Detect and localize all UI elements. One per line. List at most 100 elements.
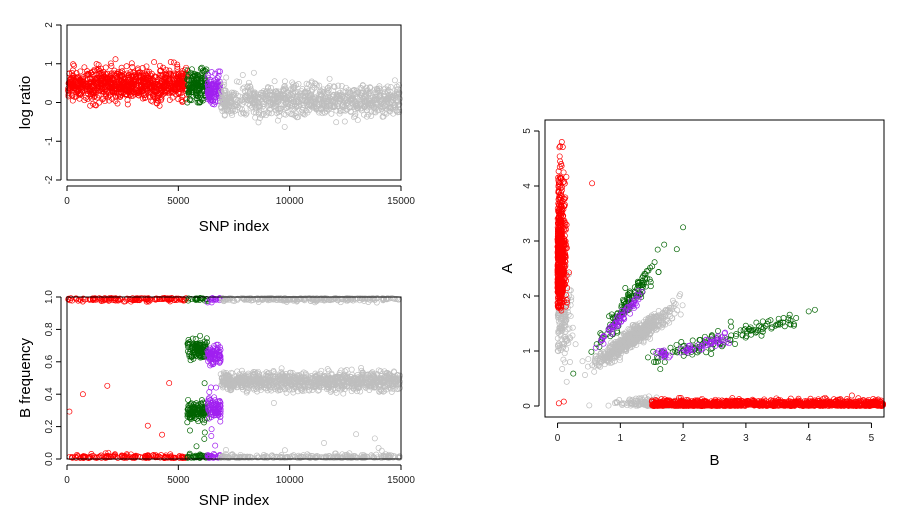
data-point-red bbox=[100, 69, 107, 75]
data-point-red bbox=[106, 97, 113, 104]
data-point-red bbox=[134, 87, 141, 94]
data-point-red bbox=[169, 94, 176, 101]
data-point-grey bbox=[341, 118, 348, 125]
data-point-red bbox=[94, 78, 101, 85]
data-point-red bbox=[101, 78, 108, 85]
data-point-red bbox=[115, 77, 122, 83]
data-point-red bbox=[111, 89, 118, 96]
y-tick-label: 0.6 bbox=[44, 354, 55, 368]
x-tick-label: 10000 bbox=[276, 196, 304, 207]
data-point-red bbox=[109, 88, 116, 95]
data-point-red bbox=[141, 95, 148, 101]
data-point-red bbox=[123, 63, 130, 70]
x-axis-label: SNP index bbox=[199, 492, 270, 509]
data-point-red bbox=[157, 67, 164, 74]
data-point-red bbox=[71, 85, 77, 92]
data-point-purple bbox=[207, 362, 214, 369]
data-point-red bbox=[76, 92, 83, 99]
data-point-red bbox=[66, 408, 73, 415]
data-point-red bbox=[176, 84, 183, 91]
data-point-red bbox=[135, 92, 142, 99]
data-point-purple bbox=[214, 75, 221, 82]
data-point-purple bbox=[204, 87, 211, 94]
data-point-red bbox=[69, 67, 76, 74]
data-point-grey bbox=[348, 366, 355, 373]
data-point-grey bbox=[333, 119, 340, 126]
data-point-grey bbox=[324, 366, 331, 373]
data-point-red bbox=[155, 97, 162, 104]
y-tick-label: 0.8 bbox=[44, 322, 55, 336]
data-point-purple bbox=[208, 94, 215, 101]
y-tick-label: 1 bbox=[44, 61, 55, 67]
data-point-red bbox=[153, 74, 159, 81]
data-point-red bbox=[173, 75, 180, 82]
data-point-red bbox=[84, 68, 91, 75]
data-point-red bbox=[175, 90, 182, 97]
data-point-red bbox=[70, 61, 77, 68]
data-point-darkgreen bbox=[188, 66, 195, 73]
data-point-purple bbox=[208, 384, 214, 391]
data-point-red bbox=[166, 67, 173, 74]
data-point-darkgreen bbox=[187, 427, 193, 434]
data-point-red bbox=[117, 76, 124, 83]
data-point-darkgreen bbox=[197, 65, 204, 72]
data-point-purple bbox=[208, 69, 215, 76]
data-point-grey bbox=[318, 367, 325, 374]
data-point-red bbox=[174, 65, 181, 72]
data-point-red bbox=[102, 64, 109, 71]
data-point-darkgreen bbox=[188, 97, 195, 104]
data-point-grey bbox=[371, 435, 378, 442]
data-point-red bbox=[77, 68, 84, 75]
data-point-purple bbox=[213, 90, 219, 97]
data-point-darkgreen bbox=[185, 89, 192, 96]
data-point-red bbox=[137, 82, 144, 89]
data-point-red bbox=[108, 63, 115, 69]
data-point-red bbox=[95, 66, 102, 73]
data-point-purple bbox=[212, 442, 219, 449]
data-point-red bbox=[151, 88, 158, 95]
data-point-grey bbox=[563, 378, 570, 385]
data-point-darkgreen bbox=[196, 99, 203, 106]
data-point-red bbox=[83, 83, 90, 90]
data-point-red bbox=[92, 89, 99, 96]
data-point-grey bbox=[679, 302, 686, 309]
points-layer bbox=[65, 56, 403, 130]
data-point-red bbox=[119, 68, 126, 75]
data-point-red bbox=[100, 89, 107, 96]
data-point-darkgreen bbox=[200, 76, 207, 83]
data-point-red bbox=[90, 78, 97, 85]
data-point-purple bbox=[213, 384, 219, 391]
data-point-purple bbox=[210, 97, 217, 104]
data-point-red bbox=[98, 78, 104, 84]
y-tick-label: 0 bbox=[44, 99, 55, 105]
data-point-red bbox=[118, 71, 124, 78]
data-point-purple bbox=[208, 433, 215, 439]
data-point-red bbox=[65, 93, 72, 100]
data-point-red bbox=[81, 83, 88, 90]
data-point-red bbox=[138, 83, 145, 89]
data-point-red bbox=[93, 61, 100, 67]
data-point-grey bbox=[223, 74, 230, 81]
data-point-red bbox=[144, 68, 150, 75]
data-point-grey bbox=[250, 69, 257, 76]
y-tick-label: -2 bbox=[44, 175, 55, 184]
data-point-red bbox=[89, 68, 96, 75]
data-point-red bbox=[170, 59, 177, 66]
x-tick-label: 5000 bbox=[167, 475, 190, 486]
data-point-purple bbox=[212, 86, 219, 93]
data-point-red bbox=[125, 76, 131, 83]
data-point-red bbox=[129, 83, 136, 90]
data-point-red bbox=[151, 59, 158, 66]
data-point-grey bbox=[274, 117, 281, 124]
data-point-red bbox=[149, 76, 156, 83]
data-point-red bbox=[71, 62, 78, 69]
data-point-red bbox=[100, 95, 107, 102]
y-tick-label: 1.0 bbox=[44, 290, 55, 304]
x-tick-label: 10000 bbox=[276, 475, 304, 486]
data-point-purple bbox=[214, 79, 221, 86]
data-point-grey bbox=[326, 75, 333, 82]
data-point-red bbox=[115, 83, 122, 90]
